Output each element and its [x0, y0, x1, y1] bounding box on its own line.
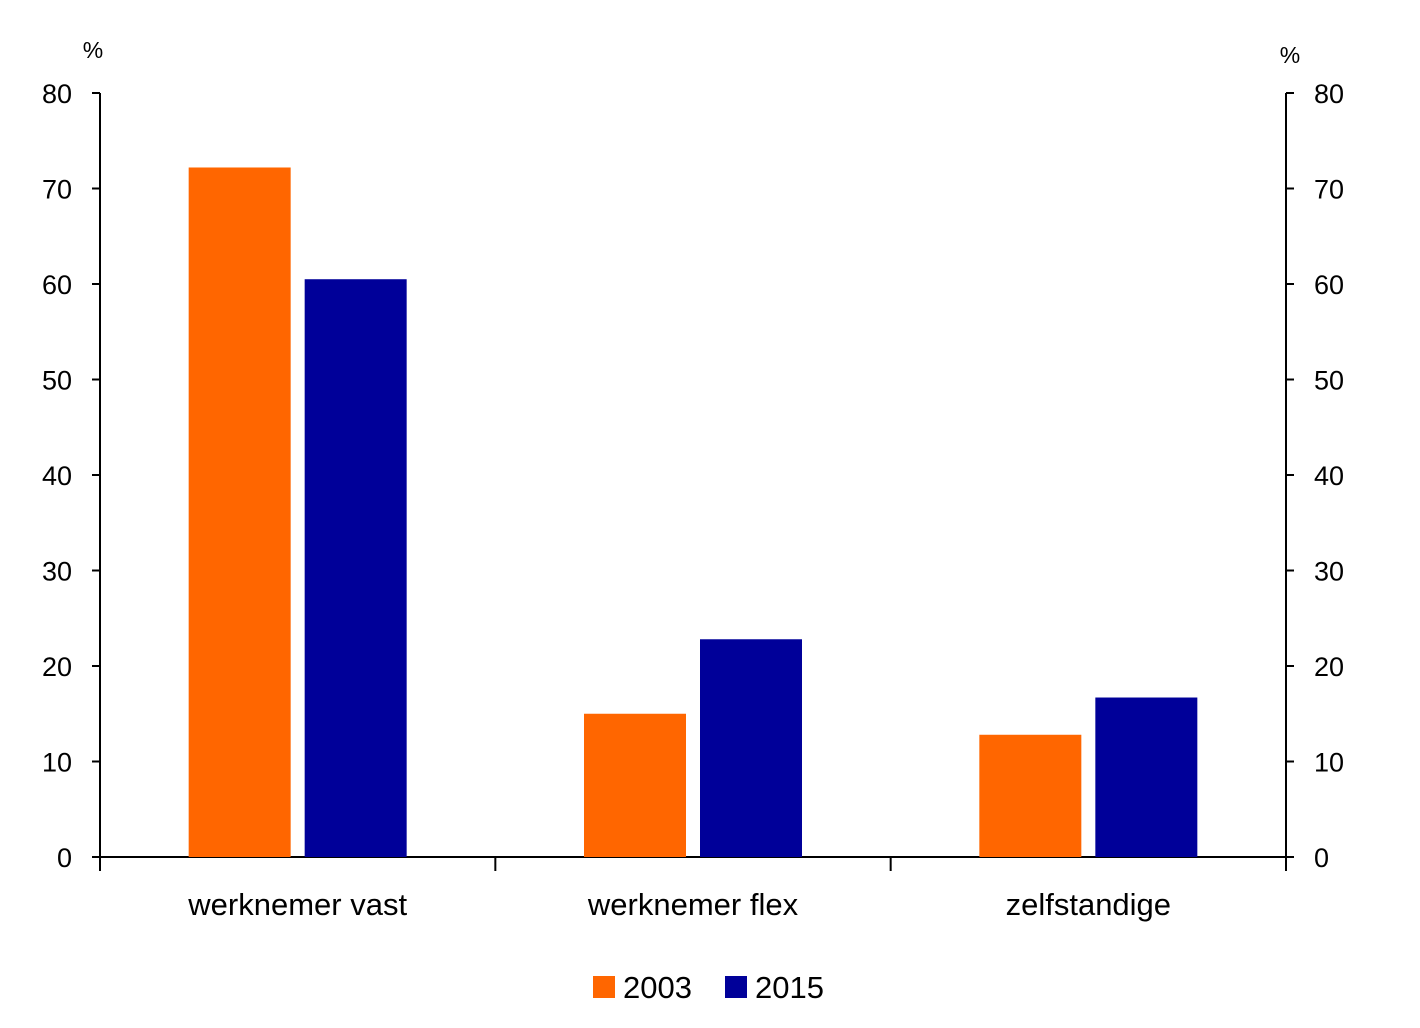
x-category-label: zelfstandige: [1006, 887, 1171, 922]
right-y-tick-label: 40: [1314, 461, 1344, 491]
left-y-tick-label: 10: [42, 748, 72, 778]
left-y-tick-label: 20: [42, 652, 72, 682]
left-y-tick-label: 80: [42, 79, 72, 109]
legend-swatch-2003: [593, 976, 615, 998]
legend-swatch-2015: [725, 976, 747, 998]
left-y-tick-label: 0: [57, 843, 72, 873]
right-y-tick-label: 10: [1314, 748, 1344, 778]
right-y-tick-label: 0: [1314, 843, 1329, 873]
left-y-tick-label: 70: [42, 175, 72, 205]
bars-layer: [188, 167, 1198, 858]
right-y-tick-label: 20: [1314, 652, 1344, 682]
left-y-tick-label: 50: [42, 366, 72, 396]
x-category-label: werknemer flex: [587, 887, 799, 922]
bar-2003-werknemer-vast: [188, 167, 291, 858]
right-y-tick-label: 70: [1314, 175, 1344, 205]
left-y-tick-label: 30: [42, 557, 72, 587]
bar-2003-werknemer-flex: [584, 713, 686, 857]
left-y-tick-label: 40: [42, 461, 72, 491]
legend: 2003 2015: [593, 970, 824, 1005]
legend-label-2003: 2003: [623, 970, 692, 1005]
right-y-tick-label: 60: [1314, 270, 1344, 300]
right-y-tick-label: 50: [1314, 366, 1344, 396]
bar-2015-werknemer-flex: [700, 639, 802, 857]
x-category-label: werknemer vast: [187, 887, 407, 922]
axes-layer: [92, 92, 1294, 871]
right-axis-unit-label: %: [1280, 42, 1300, 68]
right-y-tick-label: 30: [1314, 557, 1344, 587]
bar-2015-werknemer-vast: [304, 279, 407, 858]
bar-2003-zelfstandige: [979, 734, 1082, 857]
labels-layer: % % 0 0 10 10 20 20 30 30 40 40 50 50 60 60 70 70 80 80 we…: [42, 37, 1344, 922]
right-y-tick-label: 80: [1314, 79, 1344, 109]
bar-2015-zelfstandige: [1095, 697, 1198, 857]
left-y-tick-label: 60: [42, 270, 72, 300]
legend-label-2015: 2015: [755, 970, 824, 1005]
left-axis-unit-label: %: [83, 37, 103, 63]
